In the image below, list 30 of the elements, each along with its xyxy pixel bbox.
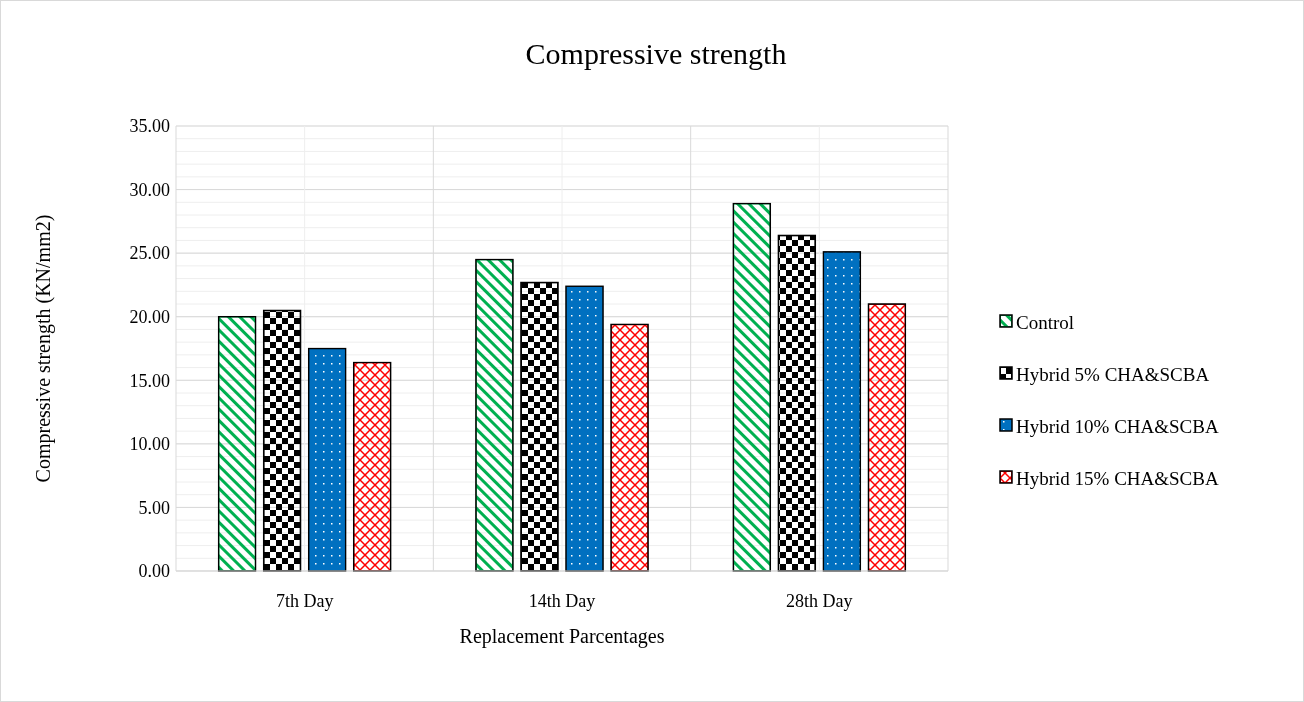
bar bbox=[610, 323, 649, 572]
y-tick-label: 0.00 bbox=[138, 561, 170, 582]
x-axis-title: Replacement Parcentages bbox=[459, 625, 665, 648]
x-tick-label: 28th Day bbox=[786, 591, 853, 611]
bar bbox=[732, 202, 772, 572]
y-tick-label: 25.00 bbox=[129, 243, 170, 264]
bar bbox=[777, 234, 817, 572]
bar bbox=[520, 281, 559, 572]
legend-label: Hybrid 15% CHA&SCBA bbox=[1016, 467, 1219, 489]
bar bbox=[867, 303, 907, 572]
bar bbox=[217, 315, 257, 572]
y-tick-label: 5.00 bbox=[138, 497, 170, 518]
legend-label: Control bbox=[1016, 311, 1075, 333]
bar bbox=[352, 361, 392, 572]
y-tick-label: 15.00 bbox=[129, 370, 170, 391]
bar bbox=[475, 258, 514, 572]
y-tick-label: 35.00 bbox=[129, 116, 170, 137]
y-axis-title: Compressive strength (KN/mm2) bbox=[32, 214, 55, 483]
bar bbox=[307, 347, 347, 572]
y-tick-label: 10.00 bbox=[129, 434, 170, 455]
y-tick-label: 20.00 bbox=[129, 307, 170, 328]
legend-label: Hybrid 10% CHA&SCBA bbox=[1016, 415, 1219, 437]
x-tick-label: 14th Day bbox=[528, 591, 596, 611]
x-tick-label: 7th Day bbox=[275, 591, 334, 611]
chart-title: Compressive strength bbox=[525, 37, 787, 70]
y-tick-label: 30.00 bbox=[129, 179, 170, 200]
legend-label: Hybrid 5% CHA&SCBA bbox=[1016, 363, 1210, 385]
bar bbox=[262, 309, 302, 572]
bar bbox=[822, 251, 862, 572]
bar bbox=[565, 285, 604, 572]
